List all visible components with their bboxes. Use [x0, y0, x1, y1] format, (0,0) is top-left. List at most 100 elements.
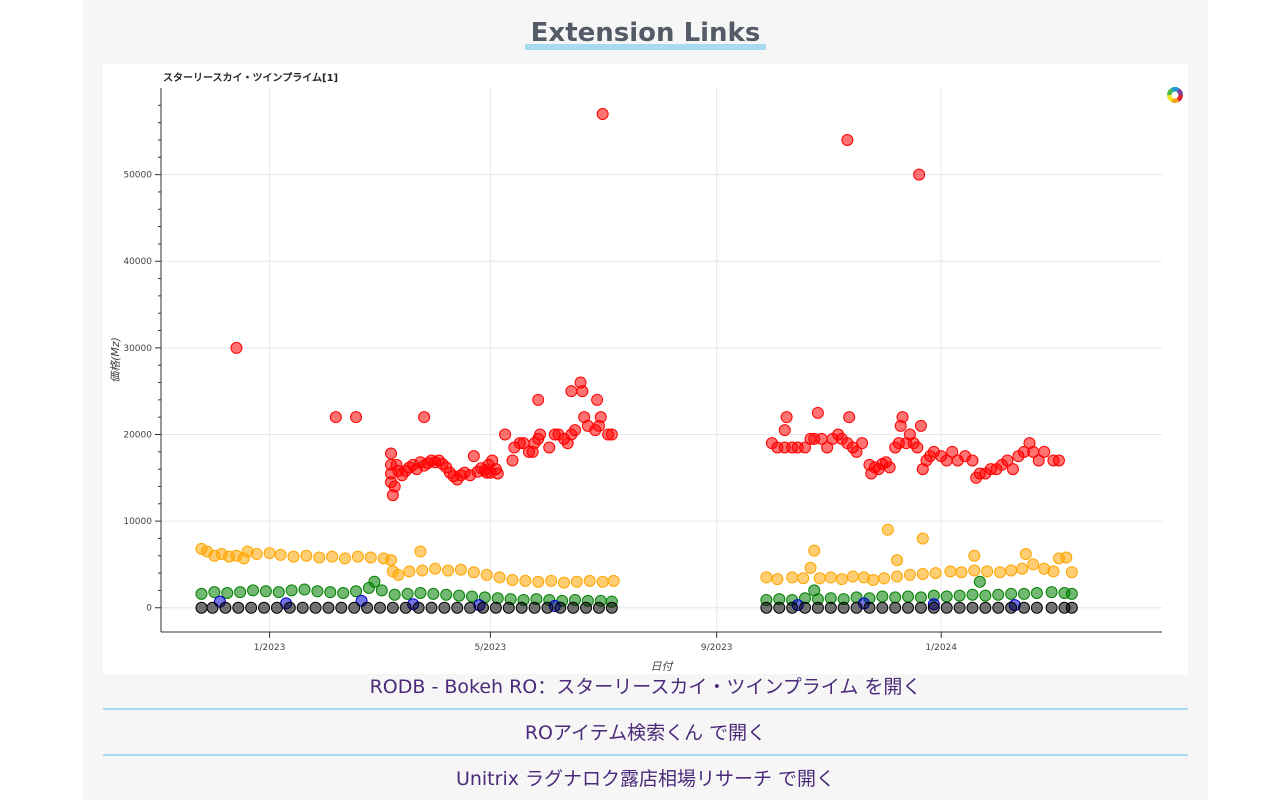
data-point [1019, 548, 1032, 561]
y-tick-label: 20000 [123, 430, 152, 440]
scatter-chart[interactable]: 0 10000 20000 30000 40000 50000 1/2023 5/2023 9/… [103, 64, 1188, 674]
x-tick-label: 1/2024 [925, 643, 957, 653]
data-point [403, 565, 416, 578]
data-point [442, 564, 455, 577]
data-point [388, 480, 401, 493]
data-point [1047, 565, 1060, 578]
data-point [464, 601, 477, 614]
data-point [1060, 551, 1073, 564]
data-point [605, 601, 618, 614]
data-point [914, 601, 927, 614]
data-point [953, 589, 966, 602]
data-point [856, 437, 869, 450]
data-point [881, 523, 894, 536]
data-point [502, 601, 515, 614]
data-point [337, 587, 350, 600]
data-point [824, 601, 837, 614]
data-point [1006, 463, 1019, 476]
data-point [272, 586, 285, 599]
data-point [274, 548, 287, 561]
link-unitrix-research[interactable]: Unitrix ラグナロク露店相場リサーチ で開く [455, 768, 836, 790]
data-point [811, 406, 824, 419]
data-point [350, 411, 363, 424]
data-point [760, 601, 773, 614]
y-tick-label: 40000 [123, 257, 152, 267]
data-point [489, 601, 502, 614]
data-point [968, 564, 981, 577]
data-point [804, 561, 817, 574]
data-point [1017, 601, 1030, 614]
data-point [846, 570, 859, 583]
link-ro-item-search[interactable]: ROアイテム検索くん で開く [524, 722, 767, 744]
data-point [591, 393, 604, 406]
data-point [576, 385, 589, 398]
link-rodb-bokeh[interactable]: RODB - Bokeh RO：スターリースカイ・ツインプライム を開く [369, 676, 922, 698]
data-point [914, 419, 927, 432]
page-title: Extension Links [524, 16, 767, 50]
data-point [322, 601, 335, 614]
data-point [335, 601, 348, 614]
data-point [835, 573, 848, 586]
data-point [596, 575, 609, 588]
data-point [979, 589, 992, 602]
data-point [914, 591, 927, 604]
data-point [385, 447, 398, 460]
data-point [903, 568, 916, 581]
data-point [259, 585, 272, 598]
data-point [891, 554, 904, 567]
data-point [554, 601, 567, 614]
data-point [596, 107, 609, 120]
chart-container[interactable]: 0 10000 20000 30000 40000 50000 1/2023 5/2023 9/… [103, 64, 1188, 674]
data-point [399, 601, 412, 614]
data-point [401, 587, 414, 600]
data-point [966, 601, 979, 614]
data-point [232, 601, 245, 614]
data-point [195, 587, 208, 600]
data-point [285, 584, 298, 597]
y-axis-label: 価格(Mz) [109, 337, 122, 383]
data-point [927, 601, 940, 614]
data-point [773, 601, 786, 614]
data-point [208, 586, 221, 599]
data-point [425, 601, 438, 614]
data-point [580, 601, 593, 614]
x-tick-label: 9/2023 [701, 643, 733, 653]
data-point [916, 567, 929, 580]
y-tick-label: 10000 [123, 517, 152, 527]
data-point [195, 601, 208, 614]
data-point [412, 601, 425, 614]
data-point [1065, 601, 1078, 614]
data-point [911, 441, 924, 454]
data-point [329, 411, 342, 424]
data-point [1052, 454, 1065, 467]
y-tick-label: 30000 [123, 344, 152, 354]
data-point [797, 572, 810, 585]
data-point [1032, 454, 1045, 467]
data-point [427, 587, 440, 600]
data-point [913, 168, 926, 181]
x-axis-label: 日付 [651, 660, 675, 673]
data-point [955, 566, 968, 579]
data-point [219, 601, 232, 614]
data-point [968, 549, 981, 562]
data-point [368, 575, 381, 588]
data-point [605, 428, 618, 441]
data-point [1038, 445, 1051, 458]
data-point [966, 454, 979, 467]
data-point [981, 565, 994, 578]
data-point [1005, 564, 1018, 577]
data-point [1030, 601, 1043, 614]
data-point [1016, 562, 1029, 575]
data-point [506, 454, 519, 467]
data-point [221, 587, 234, 600]
data-point [263, 547, 276, 560]
data-point [813, 572, 826, 585]
data-point [799, 601, 812, 614]
data-point [339, 552, 352, 565]
data-point [896, 411, 909, 424]
data-point [414, 545, 427, 558]
data-point [889, 591, 902, 604]
divider [103, 754, 1188, 756]
data-point [499, 428, 512, 441]
data-point [230, 341, 243, 354]
